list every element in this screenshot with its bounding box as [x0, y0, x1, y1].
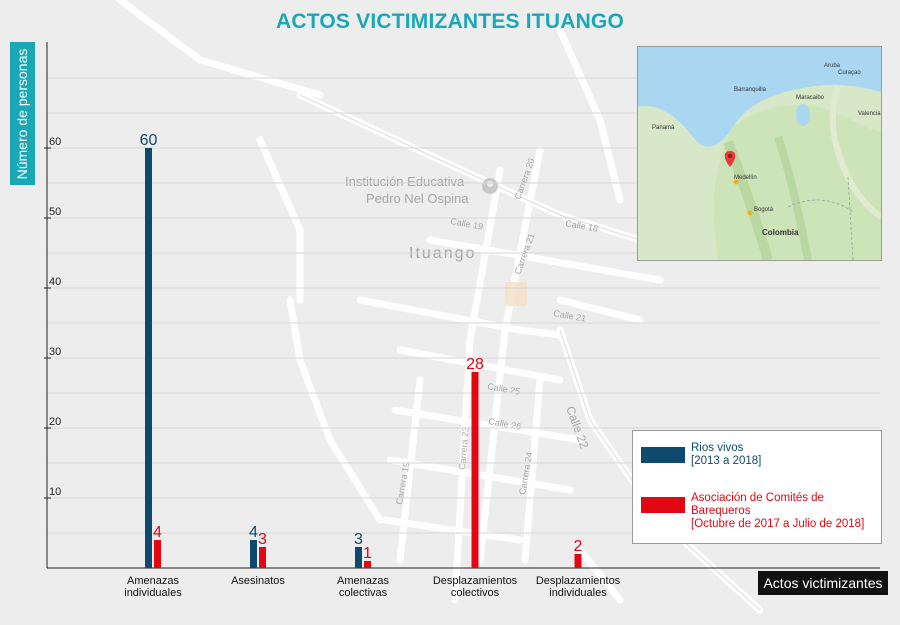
category-label: Desplazamientos colectivos [432, 575, 518, 599]
bar-value-label: 2 [574, 538, 583, 555]
legend-series-2-range: [Octubre de 2017 a Julio de 2018] [691, 518, 865, 530]
x-axis-label: Actos victimizantes [758, 571, 888, 595]
y-axis-ticks: 10 20 30 40 50 60 [44, 136, 61, 499]
legend: Rios vivos [2013 a 2018] Asociación de C… [632, 430, 882, 544]
y-tick-label: 10 [49, 486, 61, 498]
bar [355, 547, 362, 568]
y-tick-label: 50 [49, 206, 61, 218]
legend-swatch-series-2 [641, 497, 685, 513]
bar [574, 554, 582, 568]
bar [259, 547, 266, 568]
bar-value-label: 3 [258, 531, 267, 548]
y-axis-label-box [10, 42, 35, 185]
bar-value-label: 4 [249, 524, 258, 541]
inset-map-label: Aruba [824, 63, 841, 69]
legend-label-series-1: Rios vivos [2013 a 2018] [691, 442, 761, 468]
bar [471, 372, 479, 568]
inset-map-label: Curaçao [838, 70, 861, 76]
chart-title: ACTOS VICTIMIZANTES ITUANGO [275, 10, 624, 33]
location-pin-icon [724, 151, 736, 167]
legend-label-series-2: Asociación de Comités de Barequeros [Oct… [691, 492, 881, 531]
category-label: Amenazas colectivas [337, 575, 389, 599]
bar-value-label: 60 [140, 132, 158, 149]
bar-series [145, 148, 582, 568]
bar [250, 540, 257, 568]
y-axis-label: Número de personas [14, 48, 30, 180]
y-tick-label: 40 [49, 276, 61, 288]
bar [154, 540, 161, 568]
y-tick-label: 60 [49, 136, 61, 148]
legend-series-1-range: [2013 a 2018] [691, 455, 762, 467]
category-label: Asesinatos [231, 575, 285, 587]
inset-map: Aruba Curaçao Barranquilla Maracaibo Valenci… [637, 46, 882, 261]
inset-map-label: Maracaibo [796, 95, 825, 101]
bar [364, 561, 371, 568]
inset-map-label: Barranquilla [734, 87, 767, 93]
bar-value-label: 28 [466, 356, 484, 373]
category-label: Desplazamientos individuales [535, 575, 621, 599]
category-label: Amenazas individuales [124, 575, 182, 599]
legend-swatch-series-1 [641, 447, 685, 463]
inset-map-label: Medellín [734, 175, 757, 181]
map-label: Carrera 23 [457, 426, 471, 470]
y-tick-label: 30 [49, 346, 61, 358]
map-label: Pedro Nel Ospina [366, 191, 469, 206]
y-tick-label: 20 [49, 416, 61, 428]
legend-series-1-name: Rios vivos [691, 442, 744, 454]
bar [145, 148, 152, 568]
bar-value-label: 1 [363, 545, 372, 562]
legend-series-2-name: Asociación de Comités de Barequeros [691, 492, 824, 517]
inset-map-label: Bogotá [754, 207, 774, 213]
inset-map-label: Colombia [762, 228, 799, 237]
inset-map-label: Panamá [652, 125, 675, 131]
bar-value-label: 3 [354, 531, 363, 548]
bar-value-label: 4 [153, 524, 162, 541]
map-label: Institución Educativa [345, 174, 465, 189]
inset-map-label: Valencia [858, 111, 881, 117]
